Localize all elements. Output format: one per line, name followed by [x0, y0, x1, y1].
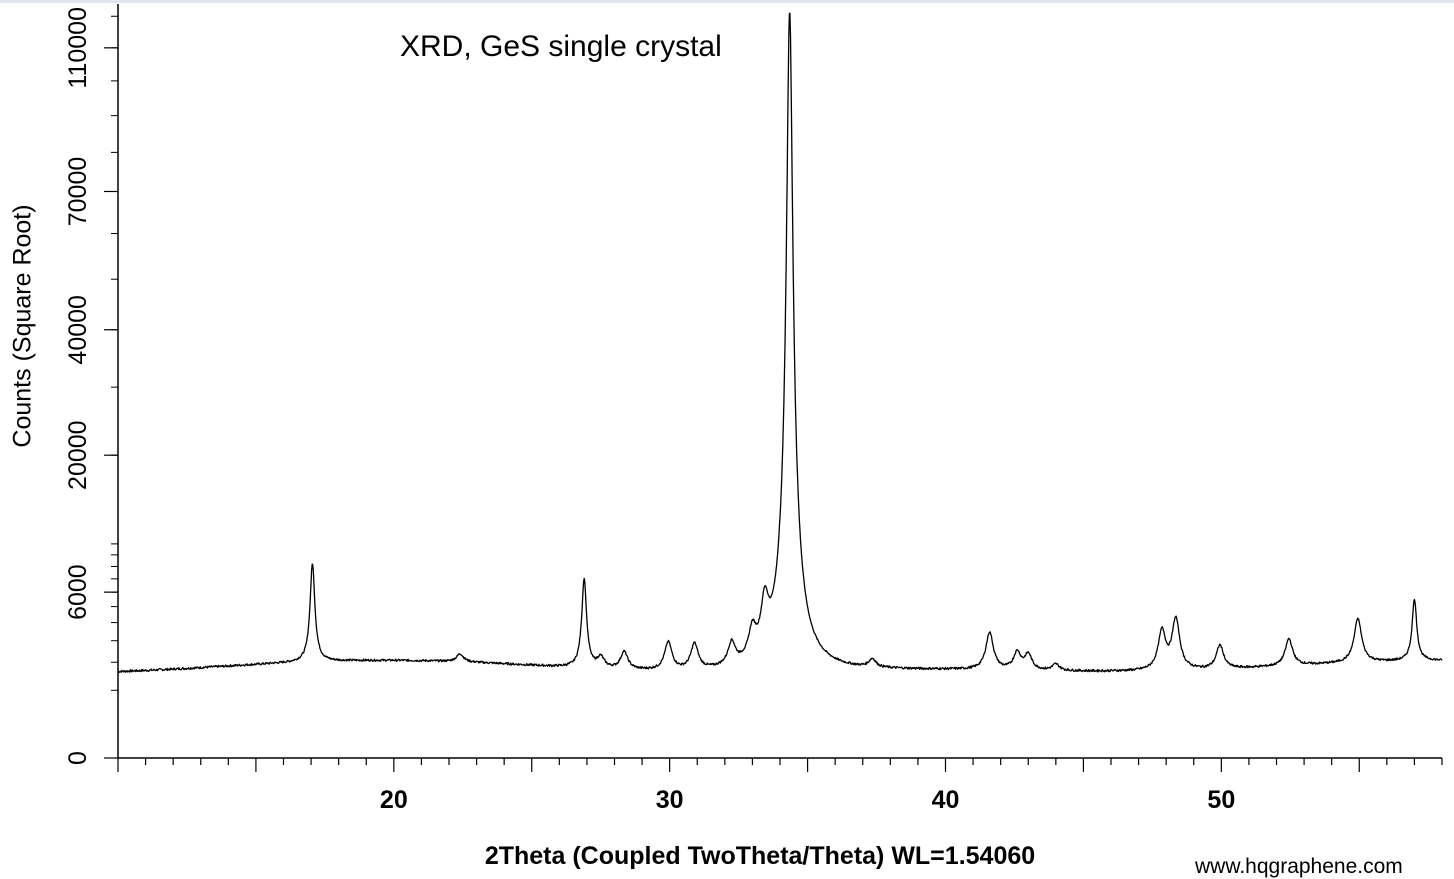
y-tick-label: 70000 — [64, 157, 92, 227]
chart-axes — [117, 4, 1442, 759]
y-tick-label: 6000 — [64, 564, 92, 620]
y-tick-label: 40000 — [64, 295, 92, 365]
watermark-text: www.hqgraphene.com — [1195, 855, 1403, 878]
y-axis-label: Counts (Square Root) — [8, 204, 37, 448]
x-tick-label: 30 — [656, 786, 684, 814]
xrd-pattern-line — [117, 12, 1443, 673]
chart-ticks — [104, 15, 1443, 772]
x-axis-label: 2Theta (Coupled TwoTheta/Theta) WL=1.540… — [484, 842, 1036, 870]
y-tick-label: 20000 — [64, 420, 92, 490]
x-tick-label: 50 — [1207, 786, 1235, 814]
y-tick-label: 0 — [64, 751, 92, 765]
chart-tick-labels: 20 30 40 50 0 6000 20000 40000 70000 110000 — [64, 7, 1235, 814]
x-tick-label: 40 — [932, 786, 960, 814]
chart-title: XRD, GeS single crystal — [400, 30, 722, 63]
window-top-strip — [0, 0, 1454, 3]
y-tick-label: 110000 — [64, 7, 92, 89]
x-tick-label: 20 — [380, 786, 408, 814]
